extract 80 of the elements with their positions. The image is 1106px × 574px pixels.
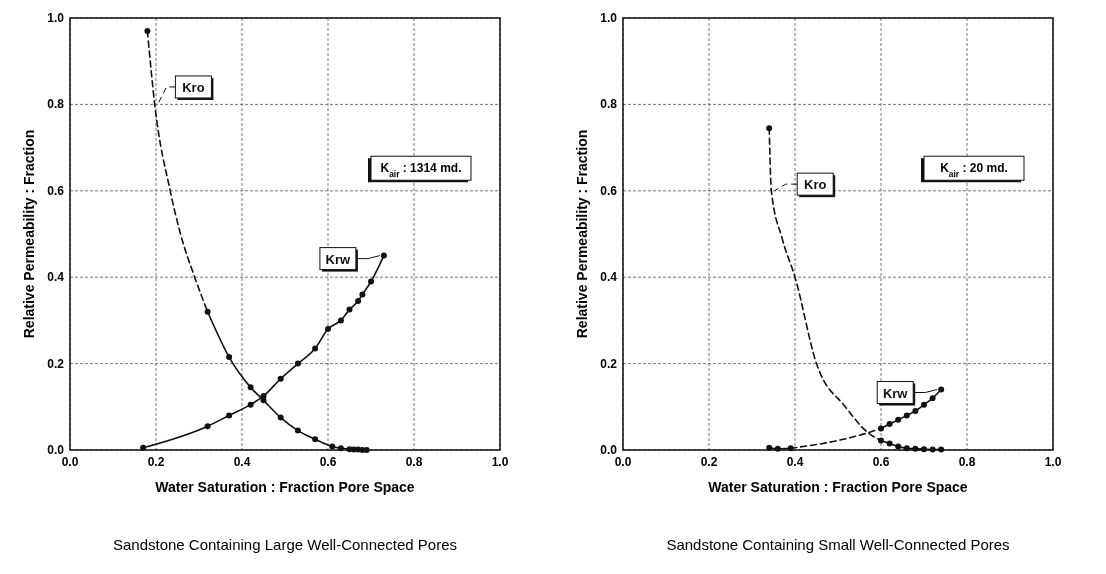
x-tick-label: 0.4 — [233, 455, 251, 469]
x-tick-label: 0.2 — [147, 455, 165, 469]
y-tick-label: 0.4 — [47, 270, 65, 285]
y-axis-title: Relative Permeability : Fraction — [21, 129, 37, 339]
y-tick-label: 0.0 — [47, 443, 65, 457]
point — [144, 27, 151, 34]
y-axis-title: Relative Permeability : Fraction — [574, 129, 590, 339]
y-tick-label: 0.2 — [600, 356, 618, 371]
x-axis-title: Water Saturation : Fraction Pore Space — [155, 479, 415, 495]
point — [277, 414, 284, 421]
point — [204, 423, 211, 430]
annotation: K$_{air}$ : 20 md. — [940, 161, 1008, 180]
point — [921, 446, 927, 453]
point — [903, 412, 910, 419]
point — [368, 278, 374, 285]
y-tick-label: 0.2 — [47, 356, 65, 371]
point — [380, 252, 387, 259]
point — [329, 443, 336, 450]
point — [921, 401, 927, 408]
point — [886, 440, 893, 447]
point — [247, 401, 254, 408]
point — [929, 395, 936, 402]
point — [247, 384, 254, 391]
y-tick-label: 0.8 — [47, 97, 65, 112]
series-label: Krw — [882, 385, 909, 401]
point — [260, 393, 267, 399]
point — [312, 436, 319, 443]
point — [337, 317, 344, 324]
series-label: Krw — [325, 251, 352, 267]
point — [277, 375, 284, 382]
point — [766, 125, 773, 132]
x-tick-label: 0.8 — [405, 455, 423, 469]
x-tick-label: 0.6 — [872, 455, 890, 469]
point — [355, 297, 362, 304]
x-tick-label: 0.0 — [614, 455, 632, 469]
point — [878, 425, 884, 432]
point — [929, 446, 936, 453]
point — [938, 386, 945, 393]
point — [204, 308, 211, 315]
point — [766, 444, 773, 451]
x-tick-label: 0.8 — [958, 455, 976, 469]
point — [878, 437, 884, 444]
y-tick-label: 0.8 — [600, 97, 618, 112]
point — [774, 445, 781, 452]
annotation: K$_{air}$ : 1314 md. — [380, 161, 462, 180]
point — [346, 306, 353, 313]
x-tick-label: 0.6 — [319, 455, 337, 469]
point — [912, 408, 919, 415]
text: Sandstone Containing Large Well-Connected Pores — [112, 536, 458, 553]
point — [363, 447, 370, 453]
y-tick-label: 0.6 — [47, 183, 65, 198]
x-tick-label: 0.4 — [786, 455, 804, 469]
point — [895, 443, 902, 450]
y-tick-label: 1.0 — [600, 11, 618, 25]
legend-label: Kro — [804, 177, 827, 193]
x-axis-title: Water Saturation : Fraction Pore Space — [708, 479, 968, 495]
point — [895, 416, 902, 423]
point — [359, 291, 366, 298]
y-tick-label: 0.0 — [600, 443, 618, 457]
point — [140, 444, 147, 451]
y-tick-label: 1.0 — [47, 11, 65, 25]
x-tick-label: 0.2 — [700, 455, 718, 469]
point — [294, 427, 301, 434]
point — [337, 445, 344, 452]
x-tick-label: 0.0 — [61, 455, 79, 469]
point — [294, 360, 301, 367]
x-tick-label: 1.0 — [491, 455, 509, 469]
legend-label: Kro — [182, 79, 205, 95]
point — [912, 445, 919, 452]
point — [903, 445, 910, 452]
point — [325, 326, 331, 333]
y-tick-label: 0.4 — [600, 270, 618, 285]
point — [938, 446, 945, 453]
point — [886, 421, 893, 428]
x-tick-label: 1.0 — [1044, 455, 1062, 469]
text: Sandstone Containing Small Well-Connected Pores — [666, 536, 1010, 553]
point — [312, 345, 319, 352]
point — [226, 354, 233, 361]
y-tick-label: 0.6 — [600, 183, 618, 198]
point — [226, 412, 233, 419]
